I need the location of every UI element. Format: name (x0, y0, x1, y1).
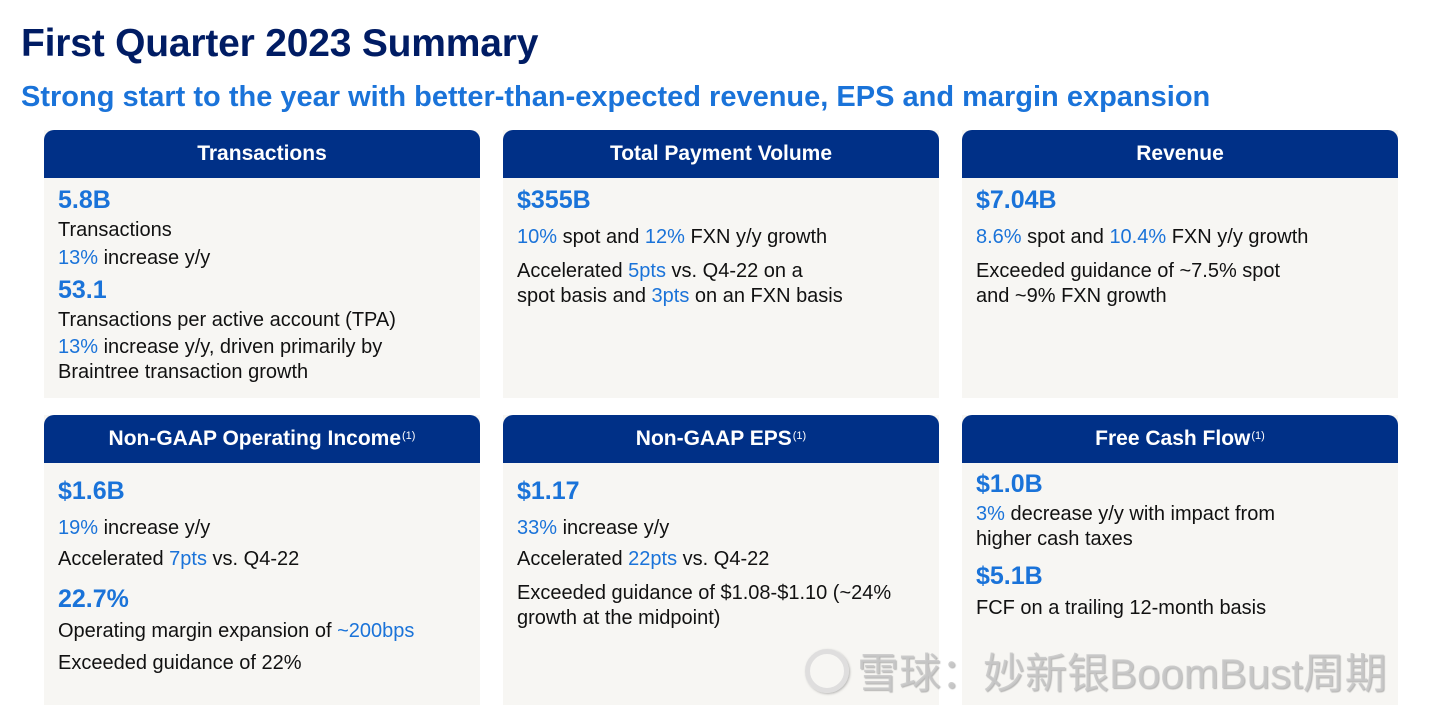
highlight: 19% (58, 517, 99, 539)
detail-text: spot and (1021, 226, 1110, 248)
highlight: 5pts (628, 260, 666, 282)
highlight: 12% (644, 226, 685, 248)
metric-value: $355B (517, 186, 591, 214)
highlight: 10.4% (1109, 226, 1167, 248)
card-header: Revenue (962, 130, 1398, 178)
highlight: ~200bps (337, 620, 415, 642)
metric-label: Transactions (58, 219, 172, 241)
metric-detail: Operating margin expansion of ~200bps (58, 615, 466, 648)
metric-detail: Exceeded guidance of $1.08-$1.10 (~24% (517, 582, 892, 604)
watermark-text: 雪球：妙新银BoomBust周期 (857, 650, 1387, 697)
footnote-marker: (1) (792, 430, 807, 442)
highlight: 22pts (628, 548, 678, 570)
metric-value: 22.7% (58, 585, 129, 613)
card-header: Free Cash Flow (1) (962, 415, 1398, 463)
detail-text: Accelerated (517, 548, 629, 570)
detail-text: increase y/y, driven primarily by (98, 336, 383, 358)
card-transactions: Transactions 5.8B Transactions 13% incre… (44, 130, 480, 398)
watermark: 雪球：妙新银BoomBust周期 (805, 640, 1387, 701)
page-subtitle: Strong start to the year with better-tha… (21, 81, 1211, 113)
card-header: Transactions (44, 130, 480, 178)
highlight: 3pts (651, 285, 690, 307)
highlight: 13% (58, 336, 99, 358)
card-free-cash-flow: Free Cash Flow (1) $1.0B 3% decrease y/y … (962, 415, 1398, 705)
metric-detail: 13% increase y/y (58, 244, 466, 272)
detail-text: vs. Q4-22 (677, 548, 770, 570)
highlight: 7pts (169, 548, 207, 570)
metric-value: 53.1 (58, 276, 107, 304)
card-title: Total Payment Volume (609, 142, 833, 165)
card-header: Total Payment Volume (503, 130, 939, 178)
detail-text: Accelerated (517, 260, 629, 282)
card-revenue: Revenue $7.04B 8.6% spot and 10.4% FXN y… (962, 130, 1398, 398)
metric-detail: Exceeded guidance of 22% (58, 652, 302, 674)
detail-text: spot basis and (517, 285, 652, 307)
metric-value: $1.6B (58, 477, 125, 505)
metric-detail: Accelerated 22pts vs. Q4-22 (517, 544, 925, 575)
card-total-payment-volume: Total Payment Volume $355B 10% spot and … (503, 130, 939, 398)
metric-detail: 10% spot and 12% FXN y/y growth (517, 225, 925, 250)
card-body: $1.0B 3% decrease y/y with impact from h… (962, 463, 1398, 621)
detail-text: increase y/y (98, 247, 211, 269)
detail-text: increase y/y (98, 517, 211, 539)
highlight: 8.6% (976, 226, 1022, 248)
metric-value: $1.17 (517, 477, 580, 505)
card-title: Non-GAAP EPS (635, 427, 792, 450)
detail-text: on an FXN basis (689, 285, 843, 307)
metric-value: $7.04B (976, 186, 1057, 214)
card-non-gaap-eps: Non-GAAP EPS (1) $1.17 33% increase y/y A… (503, 415, 939, 705)
footnote-marker: (1) (1251, 430, 1265, 442)
metric-value: $5.1B (976, 562, 1043, 590)
card-non-gaap-operating-income: Non-GAAP Operating Income (1) $1.6B 19% i… (44, 415, 480, 705)
detail-text: Accelerated (58, 548, 170, 570)
metric-detail: 19% increase y/y (58, 513, 466, 544)
card-title: Revenue (1136, 142, 1224, 165)
metric-detail: spot basis and 3pts on an FXN basis (517, 284, 925, 309)
detail-text: FXN y/y growth (684, 226, 828, 248)
metric-detail: 3% decrease y/y with impact from (976, 502, 1384, 527)
detail-text: vs. Q4-22 on a (665, 260, 803, 282)
highlight: 10% (517, 226, 558, 248)
highlight: 13% (58, 247, 99, 269)
card-title: Free Cash Flow (1095, 427, 1251, 450)
card-title: Non-GAAP Operating Income (108, 427, 402, 450)
card-body: $1.17 33% increase y/y Accelerated 22pts… (503, 463, 939, 631)
card-header: Non-GAAP Operating Income (1) (44, 415, 480, 463)
metric-detail: Accelerated 5pts vs. Q4-22 on a (517, 259, 925, 284)
metric-detail: and ~9% FXN growth (976, 285, 1167, 307)
card-title: Transactions (197, 142, 327, 165)
metric-detail: 13% increase y/y, driven primarily by (58, 335, 466, 360)
detail-text: increase y/y (557, 517, 670, 539)
metric-detail: FCF on a trailing 12-month basis (976, 597, 1267, 619)
metric-detail: Accelerated 7pts vs. Q4-22 (58, 544, 466, 575)
metric-detail: Exceeded guidance of ~7.5% spot (976, 260, 1281, 282)
detail-text: decrease y/y with impact from (1004, 503, 1275, 525)
page-title: First Quarter 2023 Summary (21, 22, 539, 65)
metric-detail: growth at the midpoint) (517, 607, 721, 629)
detail-text: spot and (557, 226, 645, 248)
metric-detail: 33% increase y/y (517, 513, 925, 544)
metric-value: 5.8B (58, 186, 111, 214)
highlight: 3% (976, 503, 1005, 525)
metric-detail: Braintree transaction growth (58, 361, 309, 383)
detail-text: Operating margin expansion of (58, 620, 338, 642)
snowball-logo-icon (805, 648, 849, 693)
metric-value: $1.0B (976, 470, 1043, 498)
detail-text: FXN y/y growth (1166, 226, 1309, 248)
highlight: 33% (517, 517, 558, 539)
card-body: 5.8B Transactions 13% increase y/y 53.1 … (44, 178, 480, 385)
card-header: Non-GAAP EPS (1) (503, 415, 939, 463)
footnote-marker: (1) (402, 430, 416, 442)
detail-text: vs. Q4-22 (206, 548, 300, 570)
card-body: $355B 10% spot and 12% FXN y/y growth Ac… (503, 178, 939, 309)
metric-detail: 8.6% spot and 10.4% FXN y/y growth (976, 225, 1384, 250)
metric-detail: higher cash taxes (976, 528, 1133, 550)
card-body: $7.04B 8.6% spot and 10.4% FXN y/y growt… (962, 178, 1398, 309)
card-body: $1.6B 19% increase y/y Accelerated 7pts … (44, 463, 480, 679)
metric-label: Transactions per active account (TPA) (58, 309, 396, 331)
